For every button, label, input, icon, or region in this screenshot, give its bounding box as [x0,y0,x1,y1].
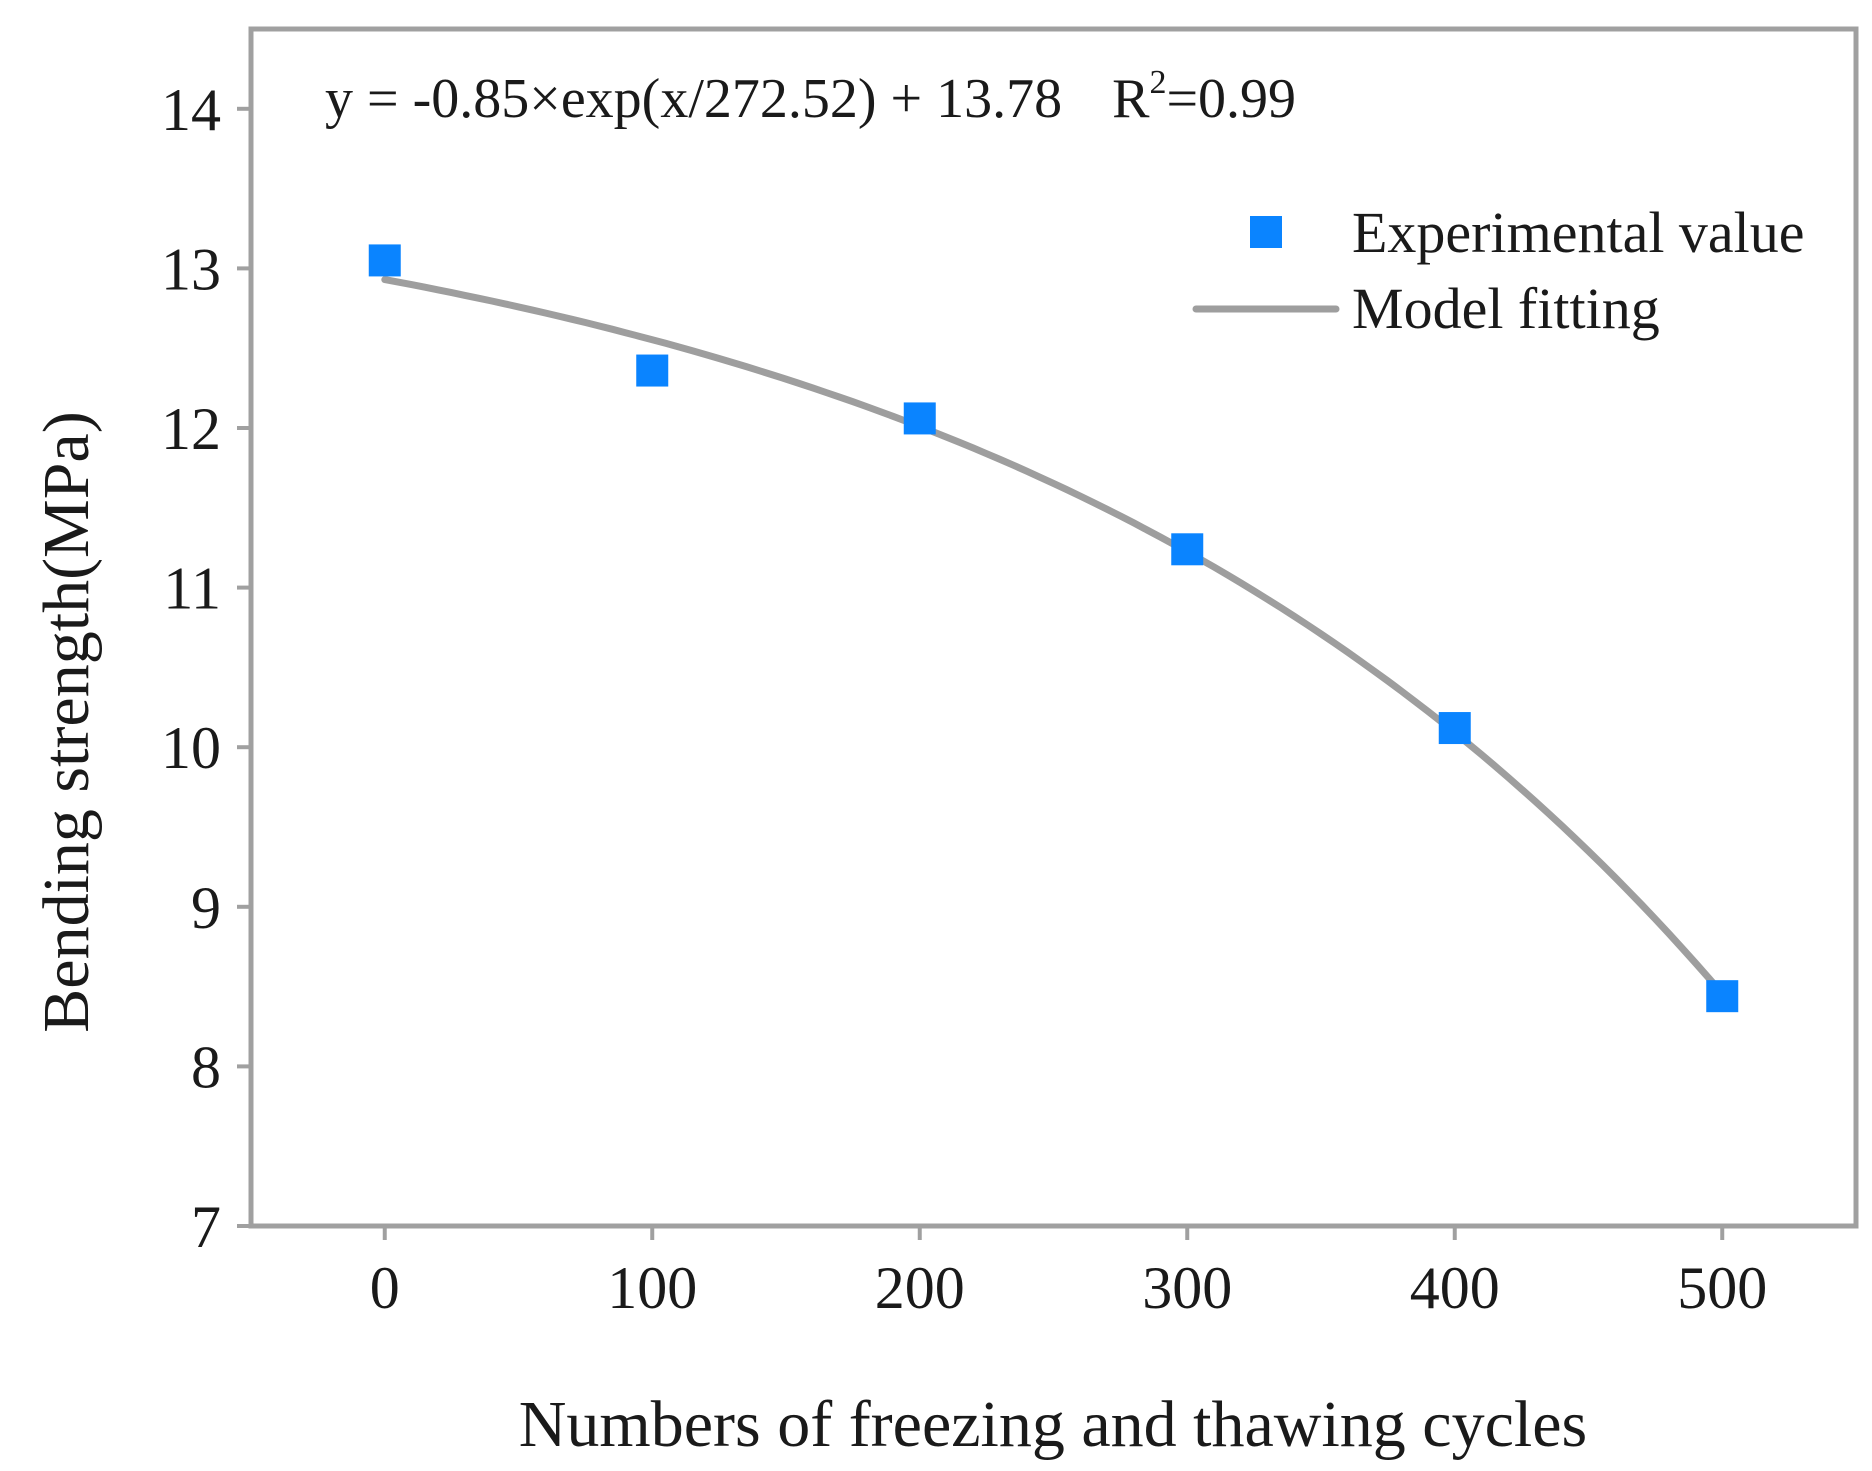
r2-superscript: 2 [1149,64,1166,101]
y-axis-title: Bending strength(MPa) [30,411,103,1032]
r2-value: =0.99 [1166,68,1296,130]
experimental-point [368,244,401,277]
x-tick-label: 500 [1677,1255,1767,1321]
y-tick-label: 12 [161,396,221,462]
legend-marker-experimental [1250,216,1282,248]
legend: Experimental value Model fitting [1192,200,1805,341]
experimental-point [1706,980,1739,1013]
experimental-markers [368,244,1739,1013]
legend-label-model: Model fitting [1352,276,1660,341]
y-tick-label: 8 [191,1034,221,1100]
y-tick-label: 11 [163,556,221,622]
y-tick-label: 14 [161,77,221,143]
model-fitting-line [381,276,1726,998]
x-axis-title: Numbers of freezing and thawing cycles [519,1388,1587,1461]
y-tick-label: 7 [191,1194,221,1260]
x-tick-label: 0 [370,1255,400,1321]
equation-text: y = -0.85×exp(x/272.52) + 13.78 R2=0.99 [325,64,1296,130]
legend-label-experimental: Experimental value [1352,200,1805,265]
y-tick-label: 13 [161,236,221,302]
experimental-point [1438,712,1471,745]
x-tick-label: 200 [875,1255,965,1321]
experimental-point [1171,533,1204,566]
experimental-point [636,354,669,387]
y-axis-ticks: 7 8 9 10 11 12 13 14 [161,77,251,1260]
y-tick-label: 10 [161,715,221,781]
x-tick-label: 100 [607,1255,697,1321]
equation-main: y = -0.85×exp(x/272.52) + 13.78 [325,68,1062,130]
x-tick-label: 300 [1142,1255,1232,1321]
y-tick-label: 9 [191,875,221,941]
x-tick-label: 400 [1410,1255,1500,1321]
x-axis-ticks: 0 100 200 300 400 500 [370,1226,1767,1321]
r2-prefix: R [1112,68,1150,130]
experimental-point [903,402,936,435]
plot-frame [248,26,1859,1229]
